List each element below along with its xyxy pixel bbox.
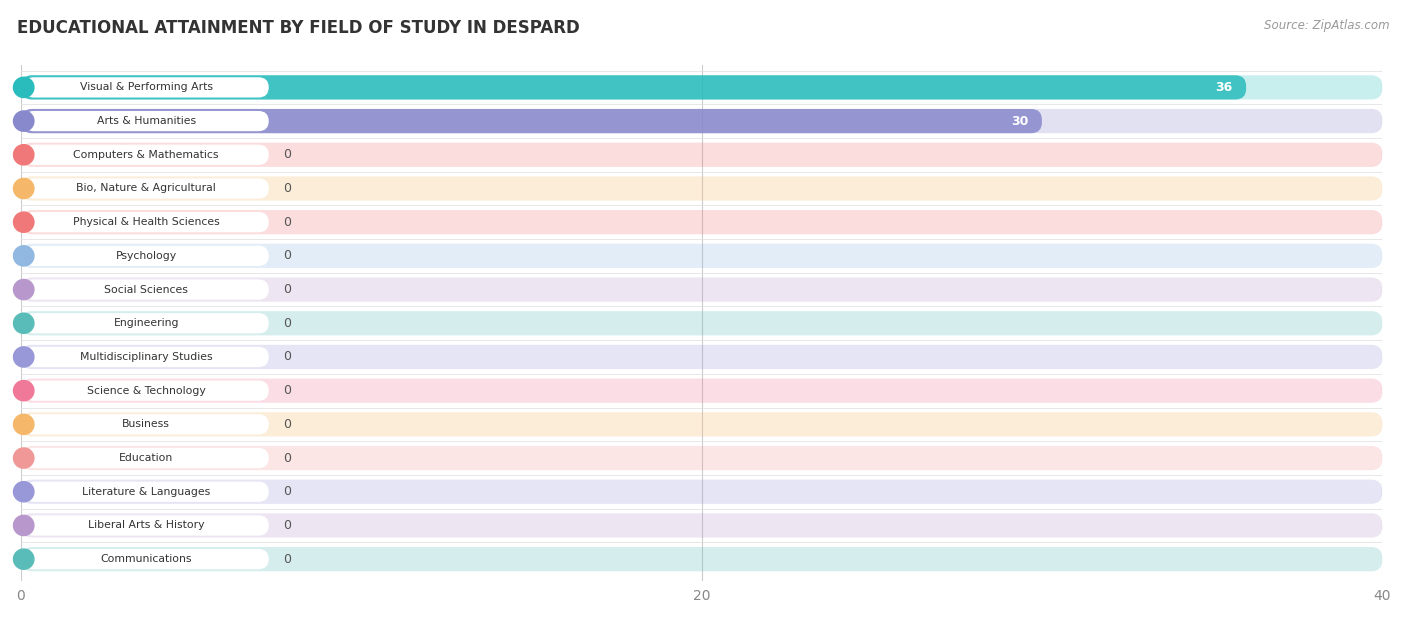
Circle shape [14,481,34,502]
Text: Physical & Health Sciences: Physical & Health Sciences [73,217,219,227]
FancyBboxPatch shape [21,109,1382,133]
FancyBboxPatch shape [24,77,269,98]
FancyBboxPatch shape [24,245,269,266]
Circle shape [14,280,34,300]
Circle shape [14,414,34,435]
Circle shape [14,77,34,98]
Circle shape [14,549,34,569]
Text: Bio, Nature & Agricultural: Bio, Nature & Agricultural [76,184,217,194]
FancyBboxPatch shape [21,446,1382,470]
FancyBboxPatch shape [24,111,269,131]
Text: Computers & Mathematics: Computers & Mathematics [73,150,219,160]
FancyBboxPatch shape [21,75,1382,100]
FancyBboxPatch shape [24,448,269,468]
FancyBboxPatch shape [21,547,1382,571]
FancyBboxPatch shape [21,480,1382,504]
Text: Liberal Arts & History: Liberal Arts & History [89,521,204,531]
Text: 0: 0 [283,317,291,330]
Text: Communications: Communications [100,554,193,564]
Text: Science & Technology: Science & Technology [87,386,205,396]
Text: 0: 0 [283,148,291,162]
FancyBboxPatch shape [24,313,269,333]
Text: Literature & Languages: Literature & Languages [82,487,211,497]
Text: 0: 0 [283,553,291,565]
FancyBboxPatch shape [21,513,1382,538]
Text: 0: 0 [283,249,291,262]
Text: 0: 0 [283,452,291,464]
Text: 0: 0 [283,216,291,228]
Text: Arts & Humanities: Arts & Humanities [97,116,195,126]
FancyBboxPatch shape [24,481,269,502]
Circle shape [14,179,34,199]
Text: 0: 0 [283,182,291,195]
Text: 36: 36 [1215,81,1233,94]
Circle shape [14,380,34,401]
FancyBboxPatch shape [24,212,269,232]
Text: Source: ZipAtlas.com: Source: ZipAtlas.com [1264,19,1389,32]
Text: 0: 0 [283,283,291,296]
FancyBboxPatch shape [24,414,269,435]
Text: Engineering: Engineering [114,318,179,328]
Text: Psychology: Psychology [115,251,177,261]
Circle shape [14,313,34,333]
Text: 0: 0 [283,418,291,431]
FancyBboxPatch shape [21,75,1246,100]
FancyBboxPatch shape [24,280,269,300]
FancyBboxPatch shape [21,278,1382,302]
Circle shape [14,111,34,131]
FancyBboxPatch shape [21,244,1382,268]
Circle shape [14,245,34,266]
FancyBboxPatch shape [21,379,1382,403]
FancyBboxPatch shape [24,347,269,367]
Circle shape [14,144,34,165]
FancyBboxPatch shape [21,412,1382,437]
FancyBboxPatch shape [21,345,1382,369]
Text: 0: 0 [283,350,291,363]
Text: 0: 0 [283,519,291,532]
Text: 0: 0 [283,384,291,397]
Text: Education: Education [120,453,173,463]
FancyBboxPatch shape [24,549,269,569]
Circle shape [14,448,34,468]
FancyBboxPatch shape [21,311,1382,336]
Text: Multidisciplinary Studies: Multidisciplinary Studies [80,352,212,362]
FancyBboxPatch shape [21,109,1042,133]
Circle shape [14,347,34,367]
FancyBboxPatch shape [24,179,269,199]
FancyBboxPatch shape [21,210,1382,234]
Text: 30: 30 [1011,115,1028,127]
Circle shape [14,516,34,536]
Text: Business: Business [122,420,170,429]
FancyBboxPatch shape [21,176,1382,201]
FancyBboxPatch shape [24,380,269,401]
FancyBboxPatch shape [24,516,269,536]
FancyBboxPatch shape [24,144,269,165]
Text: 0: 0 [283,485,291,498]
FancyBboxPatch shape [21,143,1382,167]
Text: Social Sciences: Social Sciences [104,285,188,295]
Text: EDUCATIONAL ATTAINMENT BY FIELD OF STUDY IN DESPARD: EDUCATIONAL ATTAINMENT BY FIELD OF STUDY… [17,19,579,37]
Text: Visual & Performing Arts: Visual & Performing Arts [80,83,212,92]
Circle shape [14,212,34,232]
